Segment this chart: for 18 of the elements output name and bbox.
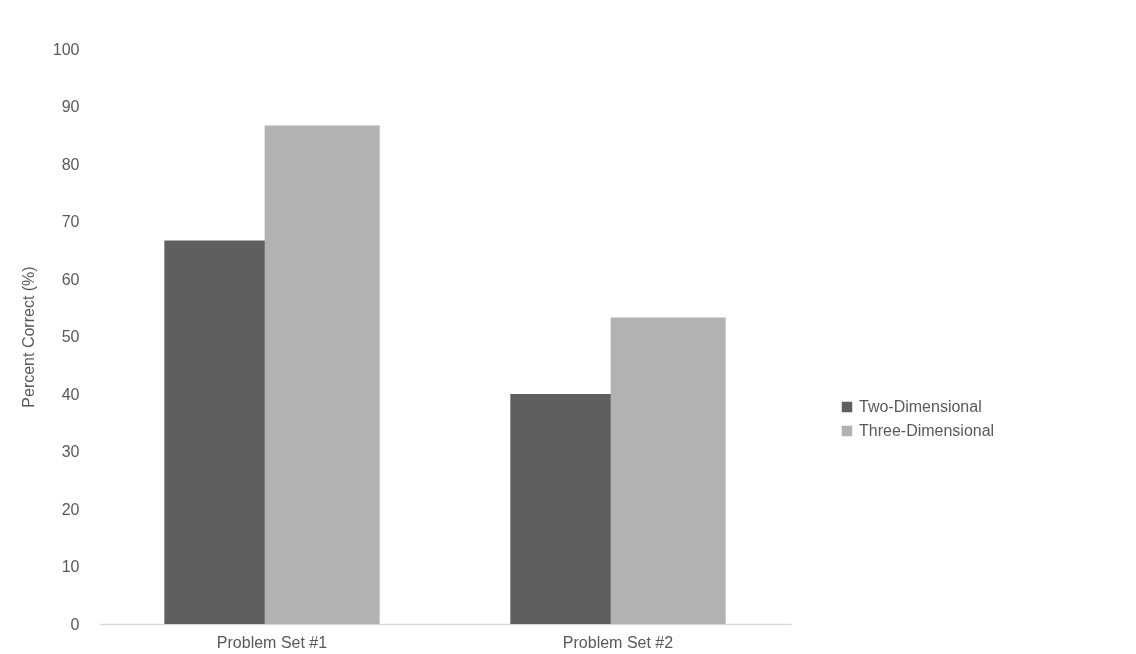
y-tick-label: 80 <box>61 155 80 173</box>
y-tick-label: 70 <box>61 213 80 230</box>
x-tick-label: Problem Set #1 <box>216 633 328 651</box>
legend-label: Three-Dimensional <box>859 422 995 439</box>
y-axis-title: Percent Correct (%) <box>19 266 37 408</box>
y-tick-label: 40 <box>61 385 80 403</box>
y-tick-label: 30 <box>61 443 80 460</box>
y-tick-label: 0 <box>70 615 80 633</box>
legend-label: Two-Dimensional <box>859 398 982 415</box>
y-tick-label: 90 <box>61 98 80 115</box>
y-tick-label: 60 <box>61 270 80 288</box>
bar <box>264 125 380 624</box>
y-tick-label: 20 <box>61 500 80 518</box>
x-tick-label: Problem Set #2 <box>562 633 674 651</box>
y-tick-label: 50 <box>61 328 80 345</box>
bar <box>610 317 726 624</box>
y-tick-label: 10 <box>61 558 80 575</box>
y-tick-label: 100 <box>52 40 80 58</box>
